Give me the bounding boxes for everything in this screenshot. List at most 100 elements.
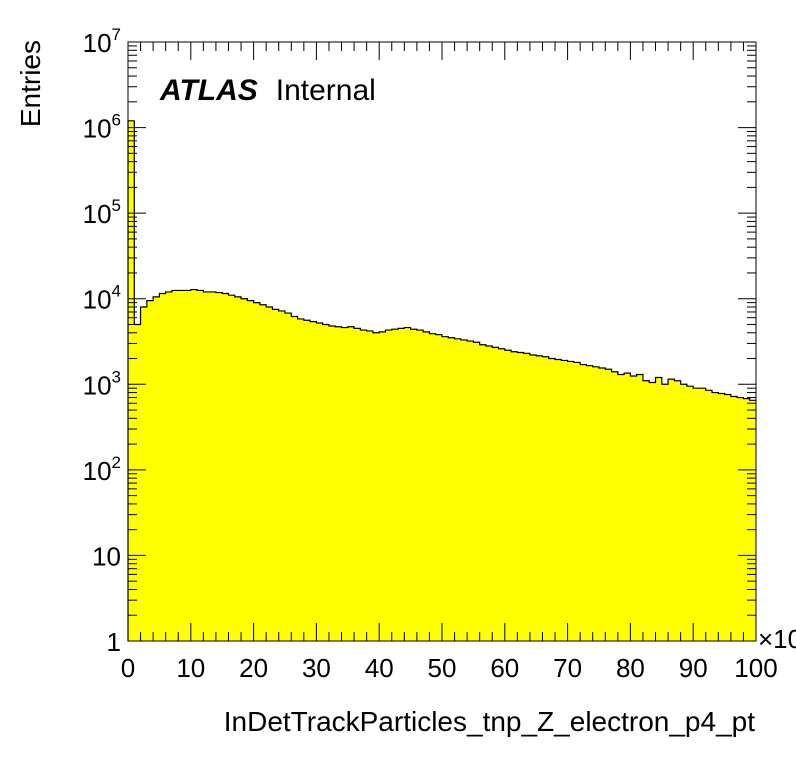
- histogram-bin: [542, 356, 550, 641]
- histogram-bin: [454, 338, 462, 641]
- histogram-bin: [285, 313, 292, 641]
- histogram-bin: [134, 324, 141, 641]
- histogram-bin: [705, 390, 713, 641]
- histogram-series: [127, 120, 757, 641]
- histogram-bin: [398, 328, 405, 641]
- atlas-label: ATLAS Internal: [159, 74, 376, 107]
- histogram-outline: [127, 120, 756, 641]
- x-tick-label: 70: [553, 653, 582, 683]
- histogram-bin: [404, 327, 411, 641]
- histogram-bin: [128, 120, 135, 641]
- histogram-bin: [435, 334, 443, 641]
- histogram-bin: [303, 320, 311, 641]
- histogram-bin: [429, 333, 437, 641]
- histogram-bin: [529, 354, 537, 641]
- histogram-bin: [467, 341, 474, 641]
- x-axis-title: InDetTrackParticles_tnp_Z_electron_p4_pt: [224, 706, 755, 737]
- y-tick-label: 10: [92, 541, 121, 571]
- histogram-bin: [655, 377, 663, 641]
- x-tick-label: 20: [239, 653, 268, 683]
- histogram-bin: [573, 362, 581, 641]
- atlas-label-bold: ATLAS: [159, 74, 258, 107]
- x-tick-label: 90: [679, 653, 708, 683]
- x-tick-label: 0: [121, 653, 135, 683]
- histogram-bin: [680, 384, 688, 641]
- histogram-bin: [605, 369, 612, 641]
- histogram-bin: [668, 379, 675, 641]
- histogram-bin: [291, 316, 298, 641]
- x-tick-label: 10: [176, 653, 205, 683]
- histogram-bin: [699, 388, 707, 641]
- y-tick-label: 104: [83, 282, 121, 315]
- histogram-bin: [567, 361, 575, 641]
- histogram-bin: [580, 364, 587, 641]
- histogram-bin: [347, 326, 355, 641]
- histogram-bin: [379, 331, 386, 641]
- x-tick-labels: 0 10 20 30 40 50 60 70 80 90 100: [121, 653, 778, 683]
- histogram-bin: [523, 353, 531, 641]
- histogram-bin: [442, 336, 449, 641]
- histogram-bin: [536, 355, 543, 641]
- histogram-bin: [611, 371, 619, 641]
- histogram-bin: [272, 309, 280, 641]
- y-tick-label: 105: [83, 196, 121, 229]
- histogram-bin: [278, 310, 286, 641]
- histogram-bin: [228, 295, 236, 641]
- x-tick-label: 50: [428, 653, 457, 683]
- histogram-bin: [297, 318, 305, 641]
- histogram-bin: [473, 342, 481, 641]
- histogram-bin: [599, 367, 606, 641]
- histogram-bin: [247, 300, 254, 641]
- histogram-bin: [259, 304, 267, 641]
- histogram-bin: [479, 344, 487, 641]
- histogram-bin: [184, 290, 192, 641]
- histogram-bin: [354, 328, 361, 641]
- histogram-bin: [737, 397, 744, 641]
- histogram-bin: [749, 400, 757, 641]
- histogram-bin: [423, 331, 430, 641]
- histogram-bin: [730, 396, 738, 641]
- atlas-label-status: Internal: [276, 74, 376, 107]
- x-scale-factor-label: ×10: [758, 624, 796, 654]
- histogram-bin: [190, 289, 198, 641]
- histogram-bin: [517, 352, 525, 641]
- histogram-bin: [234, 296, 242, 641]
- histogram-bin: [165, 291, 173, 641]
- histogram-bin: [504, 350, 512, 641]
- histogram-bin: [492, 347, 499, 641]
- y-tick-label: 103: [83, 367, 121, 400]
- x-tick-label: 30: [302, 653, 331, 683]
- histogram-bin: [718, 393, 725, 641]
- histogram-bin: [153, 296, 160, 641]
- histogram-bin: [649, 382, 656, 641]
- y-tick-label: 1: [107, 627, 121, 657]
- histogram-bin: [266, 307, 273, 641]
- histogram-bin: [724, 394, 732, 641]
- histogram-bin: [385, 330, 393, 641]
- histogram-bin: [617, 374, 625, 641]
- histogram-bin: [498, 348, 506, 641]
- histogram-bin: [316, 323, 324, 641]
- x-tick-label: 40: [365, 653, 394, 683]
- histogram-bin: [366, 330, 374, 641]
- x-tick-label: 60: [490, 653, 519, 683]
- histogram-bin: [661, 384, 669, 641]
- x-tick-label: 80: [616, 653, 645, 683]
- y-tick-label: 106: [83, 111, 121, 144]
- histogram-bin: [159, 293, 167, 641]
- histogram-bin: [241, 298, 248, 641]
- histogram-bin: [222, 293, 229, 641]
- histogram-bin: [322, 324, 330, 641]
- x-tick-label: 100: [734, 653, 777, 683]
- histogram-bin: [416, 330, 424, 641]
- histogram-bin: [215, 292, 223, 641]
- histogram-bin: [391, 329, 399, 641]
- histogram-bin: [548, 358, 556, 641]
- histogram-bin: [743, 398, 751, 641]
- histogram-bin: [642, 380, 650, 641]
- histogram-bin: [328, 325, 336, 641]
- histogram-bin: [146, 300, 154, 641]
- histogram-bin: [203, 291, 211, 641]
